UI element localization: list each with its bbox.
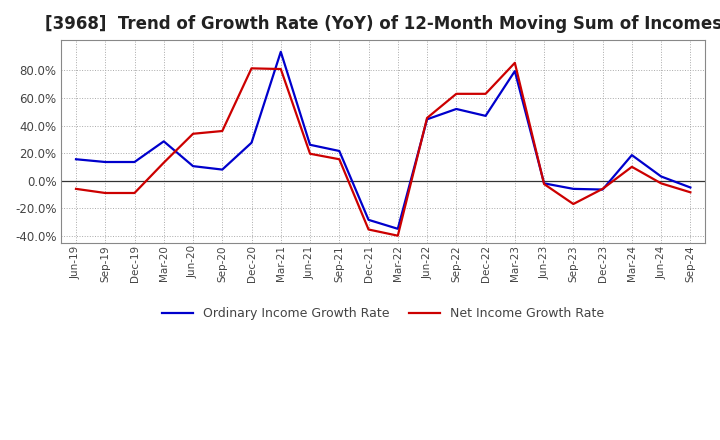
Net Income Growth Rate (657, 181, 665, 186)
Net Income Growth Rate (452, 91, 461, 96)
Title: [3968]  Trend of Growth Rate (YoY) of 12-Month Moving Sum of Incomes: [3968] Trend of Growth Rate (YoY) of 12-… (45, 15, 720, 33)
Net Income Growth Rate (72, 186, 81, 191)
Net Income Growth Rate (159, 160, 168, 165)
Net Income Growth Rate (306, 151, 315, 156)
Net Income Growth Rate (423, 115, 431, 121)
Net Income Growth Rate (276, 66, 285, 72)
Ordinary Income Growth Rate (628, 153, 636, 158)
Net Income Growth Rate (130, 191, 139, 196)
Net Income Growth Rate (598, 186, 607, 191)
Ordinary Income Growth Rate (452, 106, 461, 112)
Net Income Growth Rate (510, 60, 519, 66)
Net Income Growth Rate (569, 202, 577, 207)
Ordinary Income Growth Rate (481, 113, 490, 118)
Net Income Growth Rate (189, 131, 197, 136)
Line: Ordinary Income Growth Rate: Ordinary Income Growth Rate (76, 52, 690, 229)
Ordinary Income Growth Rate (189, 164, 197, 169)
Net Income Growth Rate (218, 128, 227, 134)
Ordinary Income Growth Rate (364, 217, 373, 223)
Net Income Growth Rate (628, 164, 636, 169)
Ordinary Income Growth Rate (276, 49, 285, 55)
Ordinary Income Growth Rate (569, 186, 577, 191)
Ordinary Income Growth Rate (101, 159, 109, 165)
Ordinary Income Growth Rate (657, 174, 665, 179)
Net Income Growth Rate (101, 191, 109, 196)
Ordinary Income Growth Rate (686, 185, 695, 190)
Ordinary Income Growth Rate (306, 142, 315, 147)
Net Income Growth Rate (394, 233, 402, 238)
Line: Net Income Growth Rate: Net Income Growth Rate (76, 63, 690, 236)
Ordinary Income Growth Rate (423, 117, 431, 122)
Ordinary Income Growth Rate (394, 226, 402, 231)
Ordinary Income Growth Rate (72, 157, 81, 162)
Ordinary Income Growth Rate (247, 140, 256, 145)
Net Income Growth Rate (686, 190, 695, 195)
Ordinary Income Growth Rate (218, 167, 227, 172)
Net Income Growth Rate (481, 91, 490, 96)
Ordinary Income Growth Rate (540, 181, 549, 186)
Ordinary Income Growth Rate (159, 139, 168, 144)
Ordinary Income Growth Rate (335, 148, 343, 154)
Ordinary Income Growth Rate (130, 159, 139, 165)
Net Income Growth Rate (247, 66, 256, 71)
Net Income Growth Rate (364, 227, 373, 232)
Ordinary Income Growth Rate (510, 69, 519, 74)
Net Income Growth Rate (540, 181, 549, 187)
Ordinary Income Growth Rate (598, 187, 607, 192)
Legend: Ordinary Income Growth Rate, Net Income Growth Rate: Ordinary Income Growth Rate, Net Income … (157, 302, 609, 326)
Net Income Growth Rate (335, 157, 343, 162)
